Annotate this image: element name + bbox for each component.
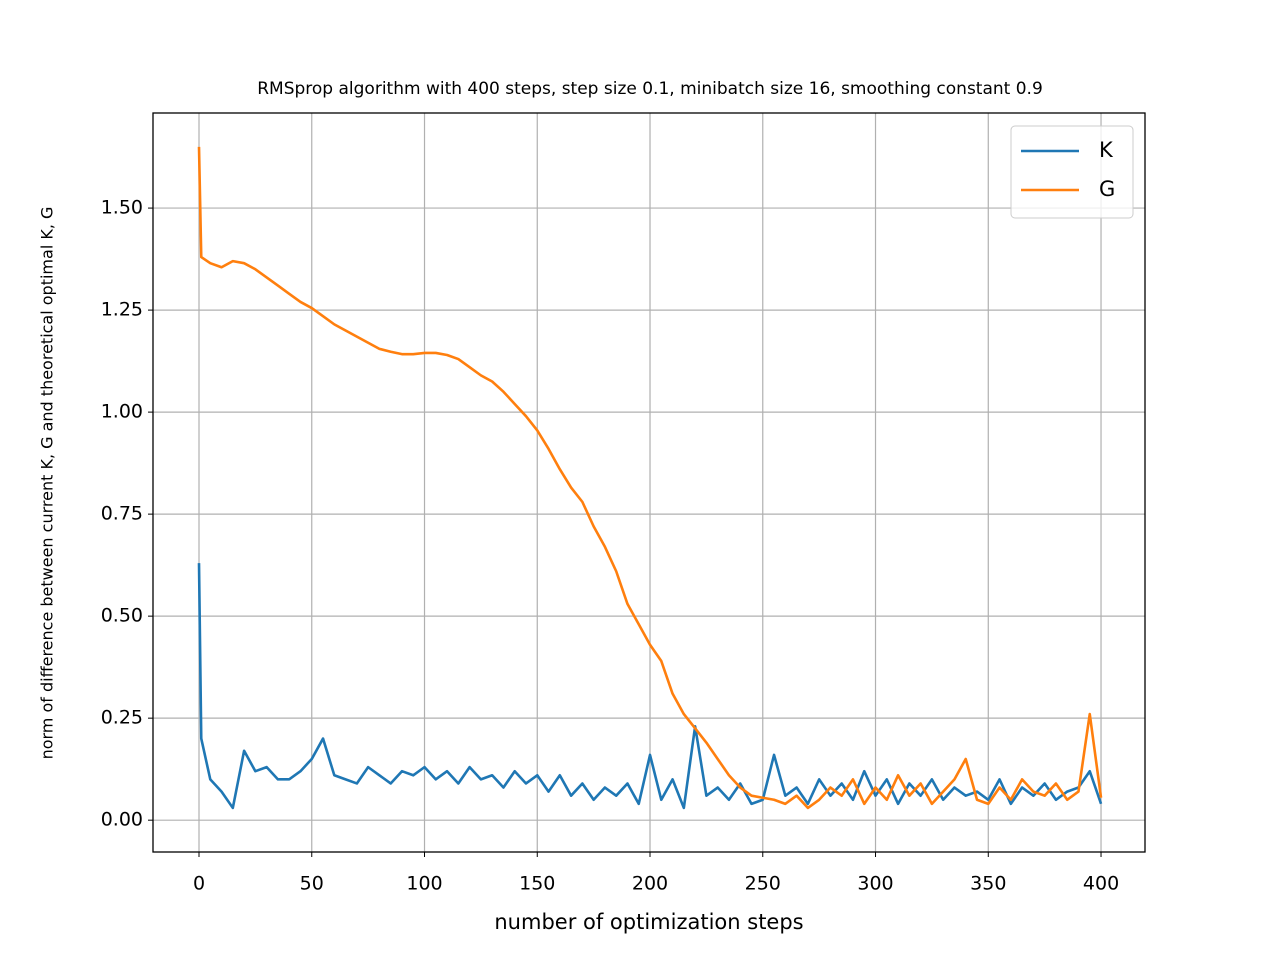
legend: KG bbox=[1010, 125, 1134, 219]
y-tick-label: 1.00 bbox=[101, 401, 143, 423]
y-tick-label: 0.50 bbox=[101, 605, 143, 627]
x-tick-label: 100 bbox=[406, 873, 442, 895]
legend-box bbox=[1010, 125, 1134, 219]
x-axis-label: number of optimization steps bbox=[494, 910, 803, 934]
plot-frame bbox=[152, 112, 1146, 853]
y-tick-label: 1.50 bbox=[101, 197, 143, 219]
x-tick-label: 250 bbox=[745, 873, 781, 895]
legend-label: G bbox=[1099, 177, 1115, 201]
line-series bbox=[197, 146, 1103, 810]
x-tick-label: 50 bbox=[300, 873, 324, 895]
y-tick-label: 0.25 bbox=[101, 707, 143, 729]
x-tick-label: 400 bbox=[1083, 873, 1119, 895]
y-axis-label: norm of difference between current K, G … bbox=[38, 207, 57, 760]
x-tick-label: 350 bbox=[970, 873, 1006, 895]
line-series bbox=[197, 563, 1103, 810]
y-tick-label: 0.00 bbox=[101, 809, 143, 831]
x-tick-label: 150 bbox=[519, 873, 555, 895]
chart-title: RMSprop algorithm with 400 steps, step s… bbox=[257, 79, 1043, 99]
x-tick-label: 200 bbox=[632, 873, 668, 895]
legend-label: K bbox=[1099, 138, 1114, 162]
y-tick-label: 0.75 bbox=[101, 503, 143, 525]
y-tick-label: 1.25 bbox=[101, 299, 143, 321]
x-tick-label: 300 bbox=[857, 873, 893, 895]
x-tick-label: 0 bbox=[193, 873, 205, 895]
